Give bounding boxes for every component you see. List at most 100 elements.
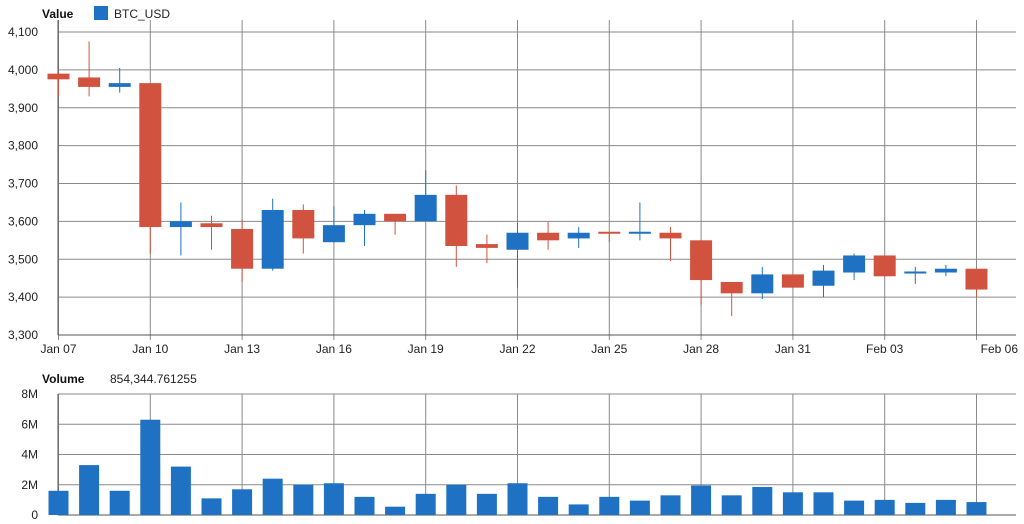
candle-body [231, 228, 254, 269]
volume-bar [935, 499, 956, 515]
price-y-tick-label: 3,900 [8, 101, 38, 115]
candle [353, 210, 376, 246]
candle-body [751, 274, 774, 294]
candle [751, 266, 774, 300]
price-x-tick-label: Jan 19 [408, 342, 444, 356]
volume-bar [874, 499, 895, 515]
candle-body [261, 210, 284, 269]
volume-bar [629, 500, 650, 515]
volume-y-axis: 0 2M 4M 6M 8M [21, 387, 38, 522]
candle-body [445, 194, 468, 246]
volume-bar [262, 478, 283, 515]
candle [567, 227, 590, 248]
volume-bar [140, 419, 161, 515]
price-x-tick-label: Jan 16 [316, 342, 352, 356]
candle-body [292, 210, 315, 239]
volume-bar [538, 496, 559, 515]
volume-bar [691, 485, 712, 515]
price-x-tick-label: Jan 28 [683, 342, 719, 356]
candle [414, 170, 437, 222]
volume-bar [232, 489, 253, 515]
value-panel-label: Value [42, 7, 74, 21]
candle-body [567, 232, 590, 239]
candle-body [873, 255, 896, 277]
volume-bar [813, 492, 834, 515]
candle [934, 264, 957, 277]
candle-body [384, 213, 407, 222]
candle-body [47, 73, 70, 80]
candle [292, 204, 315, 254]
volume-bar [201, 498, 222, 515]
price-y-tick-label: 4,100 [8, 25, 38, 39]
volume-bar [782, 492, 803, 515]
candle [261, 198, 284, 271]
candle-body [843, 255, 866, 273]
candle-body [322, 225, 345, 243]
price-x-tick-label: Jan 13 [224, 342, 260, 356]
price-y-tick-label: 3,300 [8, 328, 38, 342]
price-y-tick-label: 4,000 [8, 63, 38, 77]
candle-body [965, 268, 988, 290]
legend-series-name: BTC_USD [114, 7, 170, 21]
volume-y-tick-label: 8M [21, 387, 38, 401]
price-x-tick-label: Jan 07 [40, 342, 76, 356]
candle [843, 253, 866, 281]
price-x-axis: Jan 07 Jan 10 Jan 13 Jan 16 Jan 19 Jan 22 Jan … [40, 342, 1018, 356]
candle [47, 71, 70, 97]
price-y-tick-label: 3,700 [8, 177, 38, 191]
candle-body [200, 223, 223, 228]
candle-body [139, 83, 162, 228]
volume-bar [844, 500, 865, 515]
candles [47, 41, 988, 317]
candle-body [720, 281, 743, 294]
volume-bar [599, 496, 620, 515]
legend-swatch-btc [94, 6, 108, 20]
volume-bar [507, 483, 528, 515]
candle [720, 281, 743, 317]
candle-body [598, 231, 621, 234]
candle [200, 215, 223, 250]
candle [384, 213, 407, 235]
candle [873, 255, 896, 277]
candle-body [628, 231, 651, 234]
volume-bar [568, 504, 589, 515]
volume-readout: 854,344.761255 [110, 372, 197, 386]
price-x-tick-label: Jan 25 [591, 342, 627, 356]
candle [78, 41, 101, 97]
volume-y-tick-label: 4M [21, 448, 38, 462]
candle [781, 274, 804, 288]
candle-body [659, 232, 682, 239]
volume-bar [966, 502, 987, 515]
volume-bar [79, 465, 100, 515]
candle [231, 219, 254, 282]
candle-body [169, 221, 192, 228]
price-y-tick-label: 3,800 [8, 139, 38, 153]
volume-bar [752, 487, 773, 515]
candle-body [690, 240, 713, 281]
candle [139, 83, 162, 254]
volume-bar [354, 496, 375, 515]
volume-bar [385, 506, 406, 515]
candle [904, 266, 927, 284]
candle [506, 223, 529, 288]
candle [690, 240, 713, 305]
volume-grid [58, 393, 1016, 516]
candle-body [506, 232, 529, 250]
candle [322, 206, 345, 243]
candle-body [353, 213, 376, 226]
volume-bar [721, 495, 742, 515]
price-x-tick-label: Feb 03 [866, 342, 904, 356]
volume-bar [293, 484, 314, 515]
price-grid [58, 20, 1016, 340]
candle [108, 67, 131, 93]
price-y-tick-label: 3,600 [8, 214, 38, 228]
candle-body [934, 268, 957, 273]
candle-body [904, 271, 927, 274]
candle-body [108, 83, 131, 87]
candle-body [537, 232, 560, 241]
candle [169, 202, 192, 256]
volume-bar [476, 493, 497, 515]
candle [659, 227, 682, 262]
price-y-tick-label: 3,400 [8, 290, 38, 304]
